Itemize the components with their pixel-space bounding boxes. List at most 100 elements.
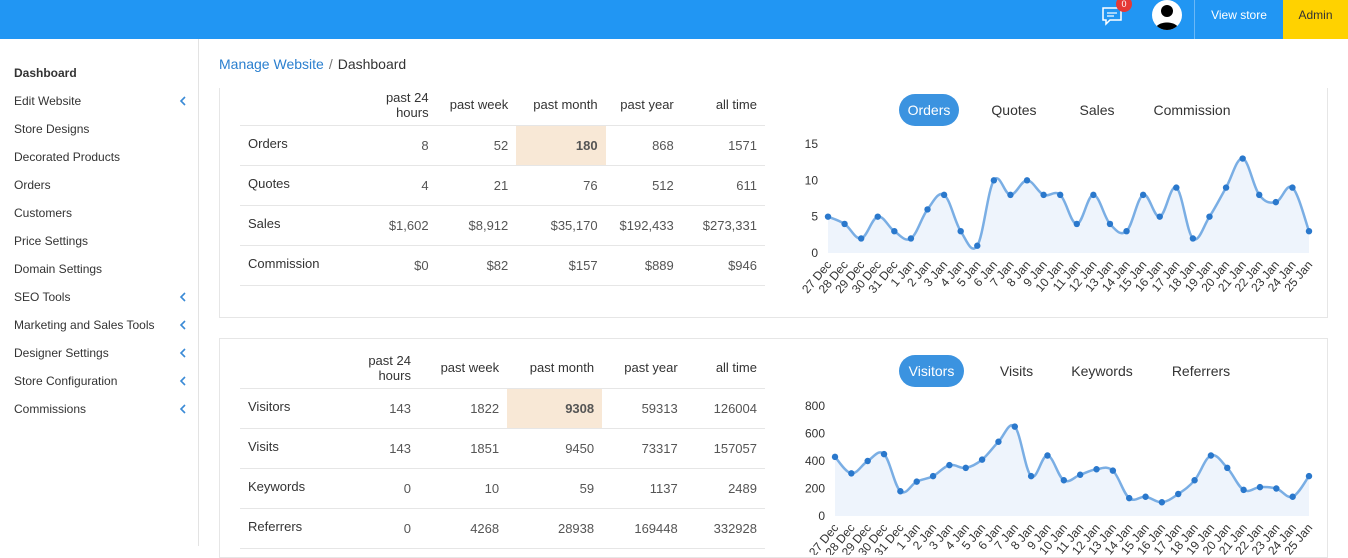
sidebar-item-customers[interactable]: Customers bbox=[14, 203, 192, 223]
table-row: Referrers 0 4268 28938 169448 332928 bbox=[240, 507, 765, 549]
column-header: past week bbox=[440, 360, 500, 376]
orders-chart-data-point bbox=[1106, 220, 1114, 228]
chevron-left-icon[interactable] bbox=[178, 404, 188, 414]
column-header: past month bbox=[529, 360, 595, 376]
table-cell: 10 bbox=[418, 467, 508, 508]
visitors-chart-data-point bbox=[1240, 486, 1247, 494]
sidebar-item-label: Commissions bbox=[14, 402, 87, 416]
orders-chart-data-point bbox=[1007, 191, 1014, 199]
table-row: Visits 143 1851 9450 73317 157057 bbox=[240, 427, 765, 468]
visitors-chart-data-point bbox=[880, 450, 888, 458]
visitors-chart-data-point bbox=[913, 478, 920, 485]
tab-referrers[interactable]: Referrers bbox=[1171, 363, 1231, 379]
sidebar-item-seo-tools[interactable]: SEO Tools bbox=[14, 287, 192, 307]
visitors-chart-y-tick-label: 600 bbox=[805, 427, 825, 441]
sidebar-item-store-designs[interactable]: Store Designs bbox=[14, 119, 192, 139]
visitors-chart-data-point bbox=[1060, 477, 1068, 484]
visitors-chart-data-point bbox=[929, 472, 937, 480]
table-cell: 126004 bbox=[685, 387, 765, 428]
traffic-stats-panel: past 24 hours past week past month past yea… bbox=[219, 338, 1328, 558]
view-store-button[interactable]: View store bbox=[1194, 0, 1283, 39]
orders-chart-data-point bbox=[1156, 213, 1163, 220]
tab-visitors[interactable]: Visitors bbox=[899, 355, 964, 387]
table-cell: 169448 bbox=[602, 507, 686, 549]
orders-chart-data-point bbox=[1040, 191, 1047, 199]
orders-chart-data-point bbox=[891, 228, 898, 235]
orders-chart-data-point bbox=[824, 213, 832, 220]
orders-chart-data-point bbox=[1289, 184, 1296, 191]
sidebar-item-marketing-and-sales-tools[interactable]: Marketing and Sales Tools bbox=[14, 315, 192, 335]
table-cell: $35,170 bbox=[516, 204, 606, 245]
visitors-chart-data-point bbox=[1305, 472, 1313, 480]
table-cell: $273,331 bbox=[681, 204, 765, 245]
table-cell: 9308 bbox=[507, 387, 603, 428]
sales-stats-table: past 24 hours past week past month past yea… bbox=[240, 85, 765, 286]
table-cell: 1137 bbox=[602, 467, 686, 508]
tab-sales[interactable]: Sales bbox=[1079, 102, 1115, 118]
table-cell: 512 bbox=[605, 164, 682, 205]
column-header: past 24 hours bbox=[385, 89, 429, 120]
sidebar-item-store-configuration[interactable]: Store Configuration bbox=[14, 371, 192, 391]
breadcrumb-manage-website[interactable]: Manage Website bbox=[219, 56, 324, 72]
tab-keywords[interactable]: Keywords bbox=[1071, 363, 1133, 379]
table-cell: 59 bbox=[507, 467, 603, 508]
visitors-chart-data-point bbox=[1273, 485, 1280, 492]
sidebar-item-label: Orders bbox=[14, 178, 51, 192]
visitors-chart-data-point bbox=[864, 457, 871, 465]
user-avatar[interactable] bbox=[1152, 0, 1182, 30]
table-cell: 76 bbox=[516, 164, 606, 205]
orders-chart-data-point bbox=[1173, 184, 1180, 191]
sidebar-item-domain-settings[interactable]: Domain Settings bbox=[14, 259, 192, 279]
sidebar-item-label: Store Designs bbox=[14, 122, 90, 136]
column-header: past year bbox=[620, 97, 674, 113]
table-cell: $82 bbox=[436, 244, 517, 286]
chevron-left-icon[interactable] bbox=[178, 96, 188, 106]
orders-chart-data-point bbox=[974, 242, 981, 249]
orders-chart-data-point bbox=[1222, 184, 1230, 191]
table-row: Visitors 143 1822 9308 59313 126004 bbox=[240, 387, 765, 428]
chevron-left-icon[interactable] bbox=[178, 348, 188, 358]
tab-visits[interactable]: Visits bbox=[999, 363, 1034, 379]
visitors-chart-y-tick-label: 200 bbox=[805, 482, 825, 496]
sidebar-item-orders[interactable]: Orders bbox=[14, 175, 192, 195]
visitors-chart-data-point bbox=[831, 453, 839, 461]
chevron-left-icon[interactable] bbox=[178, 376, 188, 386]
traffic-chart-tabs: Visitors Visits Keywords Referrers bbox=[899, 355, 1279, 387]
row-label: Referrers bbox=[240, 507, 337, 549]
column-header: past month bbox=[533, 97, 598, 113]
visitors-chart-area-fill bbox=[835, 425, 1309, 516]
sales-chart-tabs: Orders Quotes Sales Commission bbox=[892, 94, 1272, 126]
orders-chart-data-point bbox=[1189, 235, 1197, 242]
tab-commission[interactable]: Commission bbox=[1153, 102, 1231, 118]
sidebar-item-edit-website[interactable]: Edit Website bbox=[14, 91, 192, 111]
chevron-left-icon[interactable] bbox=[178, 320, 188, 330]
sidebar-item-label: Price Settings bbox=[14, 234, 89, 248]
table-cell: $192,433 bbox=[605, 204, 682, 245]
table-cell: $946 bbox=[681, 244, 765, 286]
table-cell: 28938 bbox=[507, 507, 603, 549]
sidebar-item-decorated-products[interactable]: Decorated Products bbox=[14, 147, 192, 167]
orders-chart-data-point bbox=[957, 228, 964, 235]
sidebar-item-dashboard[interactable]: Dashboard bbox=[14, 63, 192, 83]
orders-chart-data-point bbox=[1206, 213, 1213, 220]
tab-orders[interactable]: Orders bbox=[899, 94, 959, 126]
sidebar-item-commissions[interactable]: Commissions bbox=[14, 399, 192, 419]
table-cell: 21 bbox=[436, 164, 517, 205]
orders-chart-data-point bbox=[1123, 228, 1130, 235]
table-row: Keywords 0 10 59 1137 2489 bbox=[240, 467, 765, 508]
sidebar-item-label: Decorated Products bbox=[14, 150, 121, 164]
tab-quotes[interactable]: Quotes bbox=[991, 102, 1037, 118]
orders-chart-data-point bbox=[841, 220, 848, 228]
sidebar-item-label: SEO Tools bbox=[14, 290, 71, 304]
column-header: past 24 hours bbox=[368, 352, 411, 383]
admin-button[interactable]: Admin bbox=[1283, 0, 1348, 39]
sidebar-item-price-settings[interactable]: Price Settings bbox=[14, 231, 192, 251]
visitors-chart-data-point bbox=[978, 456, 986, 463]
user-icon bbox=[1155, 5, 1179, 30]
visitors-chart-data-point bbox=[1191, 477, 1198, 484]
orders-chart-data-point bbox=[1239, 155, 1246, 162]
sidebar-item-label: Edit Website bbox=[14, 94, 82, 108]
chevron-left-icon[interactable] bbox=[178, 292, 188, 302]
sidebar-item-designer-settings[interactable]: Designer Settings bbox=[14, 343, 192, 363]
